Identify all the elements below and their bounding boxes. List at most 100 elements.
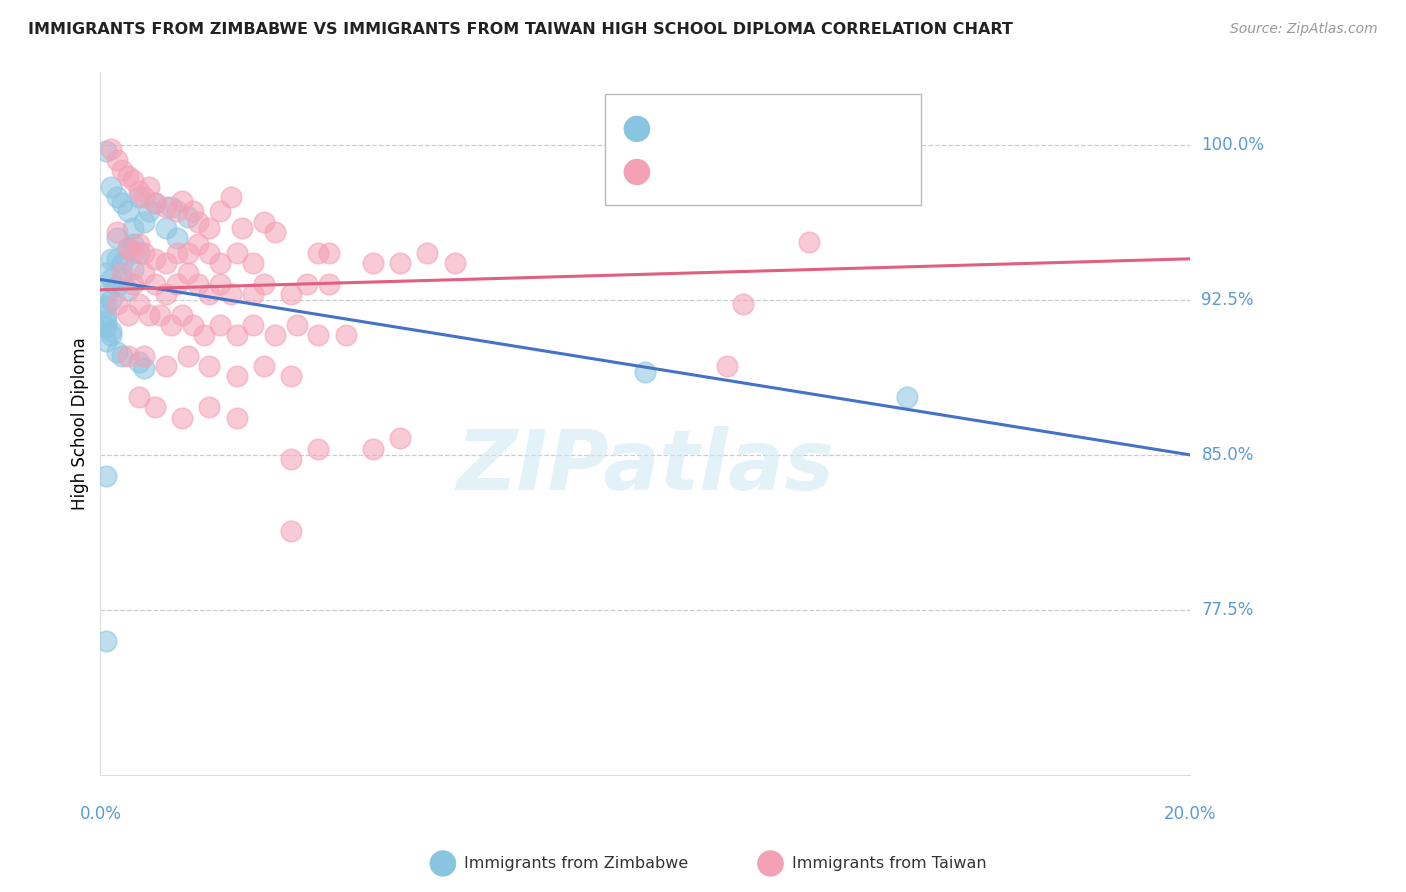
Point <box>111 272 134 286</box>
Point <box>193 328 215 343</box>
Point <box>111 266 134 280</box>
Point <box>105 190 128 204</box>
Point <box>198 220 221 235</box>
Point <box>280 286 302 301</box>
Point <box>94 299 117 313</box>
Point <box>128 355 150 369</box>
Point <box>132 349 155 363</box>
Point <box>219 286 242 301</box>
Point <box>111 256 134 270</box>
Point <box>117 283 139 297</box>
Point <box>155 220 177 235</box>
Point <box>160 318 183 332</box>
Point <box>187 237 209 252</box>
Point <box>128 190 150 204</box>
Point <box>280 452 302 467</box>
Point <box>132 190 155 204</box>
Point <box>389 256 412 270</box>
Point <box>209 318 232 332</box>
Point <box>122 237 145 252</box>
Point <box>117 204 139 219</box>
Point <box>176 349 198 363</box>
Point <box>128 245 150 260</box>
Point <box>416 245 439 260</box>
Point <box>143 196 166 211</box>
Point <box>733 297 755 311</box>
Y-axis label: High School Diploma: High School Diploma <box>72 337 89 510</box>
Point <box>225 410 247 425</box>
Point <box>132 245 155 260</box>
Point <box>122 245 145 260</box>
Point <box>896 390 918 404</box>
Point <box>100 324 122 338</box>
Point <box>117 169 139 184</box>
Point <box>105 153 128 167</box>
Text: Source: ZipAtlas.com: Source: ZipAtlas.com <box>1230 22 1378 37</box>
Point <box>128 297 150 311</box>
Point <box>143 252 166 266</box>
Point <box>94 145 117 159</box>
Point <box>335 328 357 343</box>
Point <box>132 266 155 280</box>
Point <box>797 235 820 250</box>
Point <box>443 256 465 270</box>
Point <box>105 278 128 293</box>
Point <box>105 225 128 239</box>
Point <box>111 163 134 178</box>
Point <box>94 633 117 648</box>
Text: 0.0%: 0.0% <box>79 805 121 823</box>
Point <box>100 252 122 266</box>
Point <box>94 286 117 301</box>
Point <box>176 266 198 280</box>
Point <box>166 245 188 260</box>
Point <box>253 359 276 373</box>
Point <box>128 237 150 252</box>
Point <box>94 266 117 280</box>
Point <box>155 200 177 214</box>
Point <box>176 245 198 260</box>
Point <box>318 245 340 260</box>
Point <box>160 200 183 214</box>
Point <box>105 297 128 311</box>
Point <box>166 231 188 245</box>
Text: 100.0%: 100.0% <box>1202 136 1264 154</box>
Text: 92.5%: 92.5% <box>1202 291 1254 310</box>
Point <box>122 277 145 291</box>
Point <box>209 256 232 270</box>
Point <box>100 179 122 194</box>
Point <box>307 328 329 343</box>
Text: Immigrants from Zimbabwe: Immigrants from Zimbabwe <box>464 856 688 871</box>
Point <box>94 314 117 328</box>
Point <box>105 344 128 359</box>
Point <box>105 252 128 266</box>
Point <box>181 204 204 219</box>
Point <box>94 468 117 483</box>
Point <box>100 293 122 307</box>
Point <box>318 277 340 291</box>
Point <box>117 349 139 363</box>
Point <box>219 190 242 204</box>
Point <box>389 431 412 445</box>
Point <box>143 401 166 415</box>
Point <box>138 308 160 322</box>
Point <box>100 142 122 156</box>
Point <box>122 262 145 277</box>
Point <box>181 318 204 332</box>
Point <box>138 204 160 219</box>
Point <box>263 225 285 239</box>
Point <box>122 173 145 187</box>
Point <box>100 328 122 343</box>
Point <box>155 286 177 301</box>
Point <box>117 308 139 322</box>
Point <box>149 308 172 322</box>
Text: R =  0.080   N = 94: R = 0.080 N = 94 <box>659 163 851 181</box>
Point <box>117 242 139 256</box>
Point <box>122 220 145 235</box>
Point <box>117 242 139 256</box>
Point <box>361 442 384 456</box>
Point <box>198 286 221 301</box>
Text: IMMIGRANTS FROM ZIMBABWE VS IMMIGRANTS FROM TAIWAN HIGH SCHOOL DIPLOMA CORRELATI: IMMIGRANTS FROM ZIMBABWE VS IMMIGRANTS F… <box>28 22 1012 37</box>
Point <box>209 204 232 219</box>
Text: R = -0.258   N = 44: R = -0.258 N = 44 <box>659 120 852 138</box>
Point <box>253 214 276 228</box>
